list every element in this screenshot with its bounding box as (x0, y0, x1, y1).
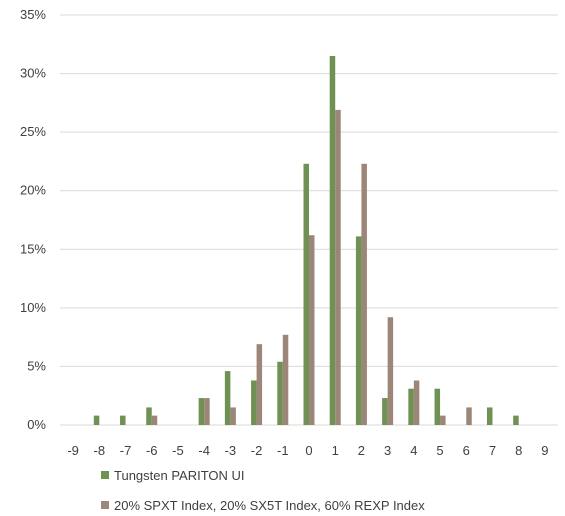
x-tick-label: 5 (436, 443, 443, 458)
x-tick-label: -7 (120, 443, 132, 458)
x-tick-label: 6 (463, 443, 470, 458)
x-tick-label: 7 (489, 443, 496, 458)
bar-series-2--4 (204, 398, 210, 425)
bar-series-2--2 (256, 344, 263, 425)
x-tick-label: -3 (225, 443, 237, 458)
x-tick-label: 2 (358, 443, 365, 458)
x-tick-label: -9 (67, 443, 79, 458)
bar-series-1-3 (382, 398, 388, 425)
bar-series-1--4 (198, 398, 205, 425)
x-tick-label: 9 (541, 443, 548, 458)
bar-series-1--7 (120, 415, 126, 425)
bar-series-1-1 (329, 56, 336, 425)
x-axis: -9 -8 -7 -6 -5 -4 -3 -2 -1 0 1 2 3 4 5 6 7 8 9 (67, 443, 548, 458)
x-tick-label: 1 (332, 443, 339, 458)
legend-swatch (101, 501, 109, 509)
bar-series-1-8 (513, 415, 519, 425)
bar-series-2--6 (151, 415, 158, 425)
y-axis: 0% 5% 10% 15% 20% 25% 30% 35% (20, 7, 46, 432)
bar-series-1--2 (251, 380, 257, 425)
x-tick-label: -4 (198, 443, 210, 458)
bar-series-1--8 (93, 415, 100, 425)
legend-label: 20% SPXT Index, 20% SX5T Index, 60% REXP… (114, 498, 425, 513)
bar-series-1--1 (277, 361, 283, 425)
y-tick-label: 15% (20, 241, 46, 256)
bar-series-1-0 (303, 163, 309, 425)
bar-series-1--3 (224, 371, 231, 425)
x-tick-label: 0 (305, 443, 312, 458)
x-tick-label: 8 (515, 443, 522, 458)
y-tick-label: 0% (27, 417, 46, 432)
legend: Tungsten PARITON UI 20% SPXT Index, 20% S… (101, 468, 425, 513)
x-tick-label: -5 (172, 443, 184, 458)
x-tick-label: 3 (384, 443, 391, 458)
bar-series-2--1 (282, 334, 289, 425)
bars (93, 56, 519, 425)
x-tick-label: 4 (410, 443, 417, 458)
bar-series-2-0 (309, 235, 315, 425)
x-tick-label: -6 (146, 443, 158, 458)
bar-series-2-3 (387, 317, 394, 425)
y-tick-label: 20% (20, 183, 46, 198)
y-tick-label: 30% (20, 66, 46, 81)
legend-swatch (101, 471, 109, 479)
bar-series-2--3 (230, 407, 236, 425)
bar-series-1-2 (355, 236, 362, 425)
bar-series-2-5 (440, 415, 446, 425)
x-tick-label: -2 (251, 443, 263, 458)
bar-series-1-5 (434, 388, 441, 425)
bar-series-1-7 (486, 407, 493, 425)
bar-series-2-1 (335, 109, 341, 425)
x-tick-label: -8 (94, 443, 106, 458)
y-tick-label: 10% (20, 300, 46, 315)
legend-label: Tungsten PARITON UI (114, 468, 245, 483)
bar-series-1--6 (146, 407, 152, 425)
bar-series-2-4 (413, 380, 420, 425)
y-tick-label: 25% (20, 124, 46, 139)
bar-series-2-2 (361, 163, 367, 425)
y-tick-label: 5% (27, 358, 46, 373)
y-tick-label: 35% (20, 7, 46, 22)
x-tick-label: -1 (277, 443, 289, 458)
bar-series-1-4 (408, 388, 414, 425)
bar-series-2-6 (466, 407, 472, 425)
